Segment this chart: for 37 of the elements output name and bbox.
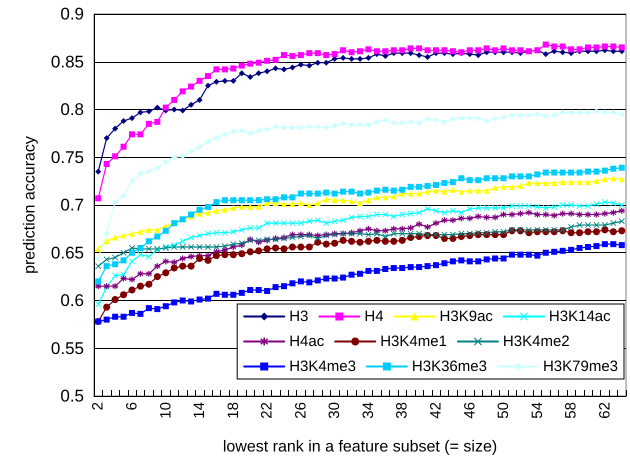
x-tick-label: 14 [191, 402, 208, 419]
y-tick-label: 0.55 [50, 338, 84, 358]
y-tick-label: 0.85 [50, 52, 84, 72]
y-tick-label: 0.7 [60, 196, 84, 214]
x-tick-label: 38 [394, 402, 411, 419]
legend-label: H3K4me3 [289, 358, 356, 375]
legend-label: H3K4me1 [380, 333, 447, 350]
legend-label: H3K4me2 [502, 333, 570, 350]
legend-label: H4ac [289, 333, 325, 350]
x-tick-label: 18 [224, 402, 242, 419]
x-tick-label: 34 [360, 402, 377, 419]
x-tick-label: 10 [157, 402, 174, 419]
legend-label: H3K36me3 [412, 358, 487, 375]
x-tick-label: 50 [495, 402, 512, 419]
legend-label: H4 [364, 308, 384, 325]
y-tick-label: 0.75 [50, 148, 84, 167]
x-tick-label: 58 [562, 402, 580, 419]
x-tick-label: 42 [428, 402, 444, 419]
legend-label: H3K9ac [440, 308, 494, 325]
x-tick-label: 46 [461, 402, 478, 419]
x-tick-label: 62 [596, 402, 614, 419]
y-tick-label: 0.8 [60, 100, 84, 119]
x-axis-title: lowest rank in a feature subset (= size) [222, 438, 498, 456]
y-tick-label: 0.5 [60, 386, 84, 406]
y-tick-label: 0.65 [50, 243, 84, 262]
legend-label: H3 [289, 308, 308, 325]
y-tick-label: 0.9 [60, 4, 84, 24]
x-tick-label: 6 [124, 402, 140, 410]
x-tick-label: 2 [90, 402, 107, 410]
x-tick-label: 54 [528, 402, 546, 419]
y-tick-label: 0.6 [60, 291, 84, 310]
y-axis-title: prediction accuracy [22, 136, 38, 274]
x-tick-label: 22 [258, 402, 276, 419]
legend-label: H3K14ac [548, 308, 612, 325]
legend-label: H3K79me3 [542, 358, 618, 375]
x-tick-label: 30 [326, 402, 344, 419]
x-tick-label: 26 [292, 402, 310, 419]
